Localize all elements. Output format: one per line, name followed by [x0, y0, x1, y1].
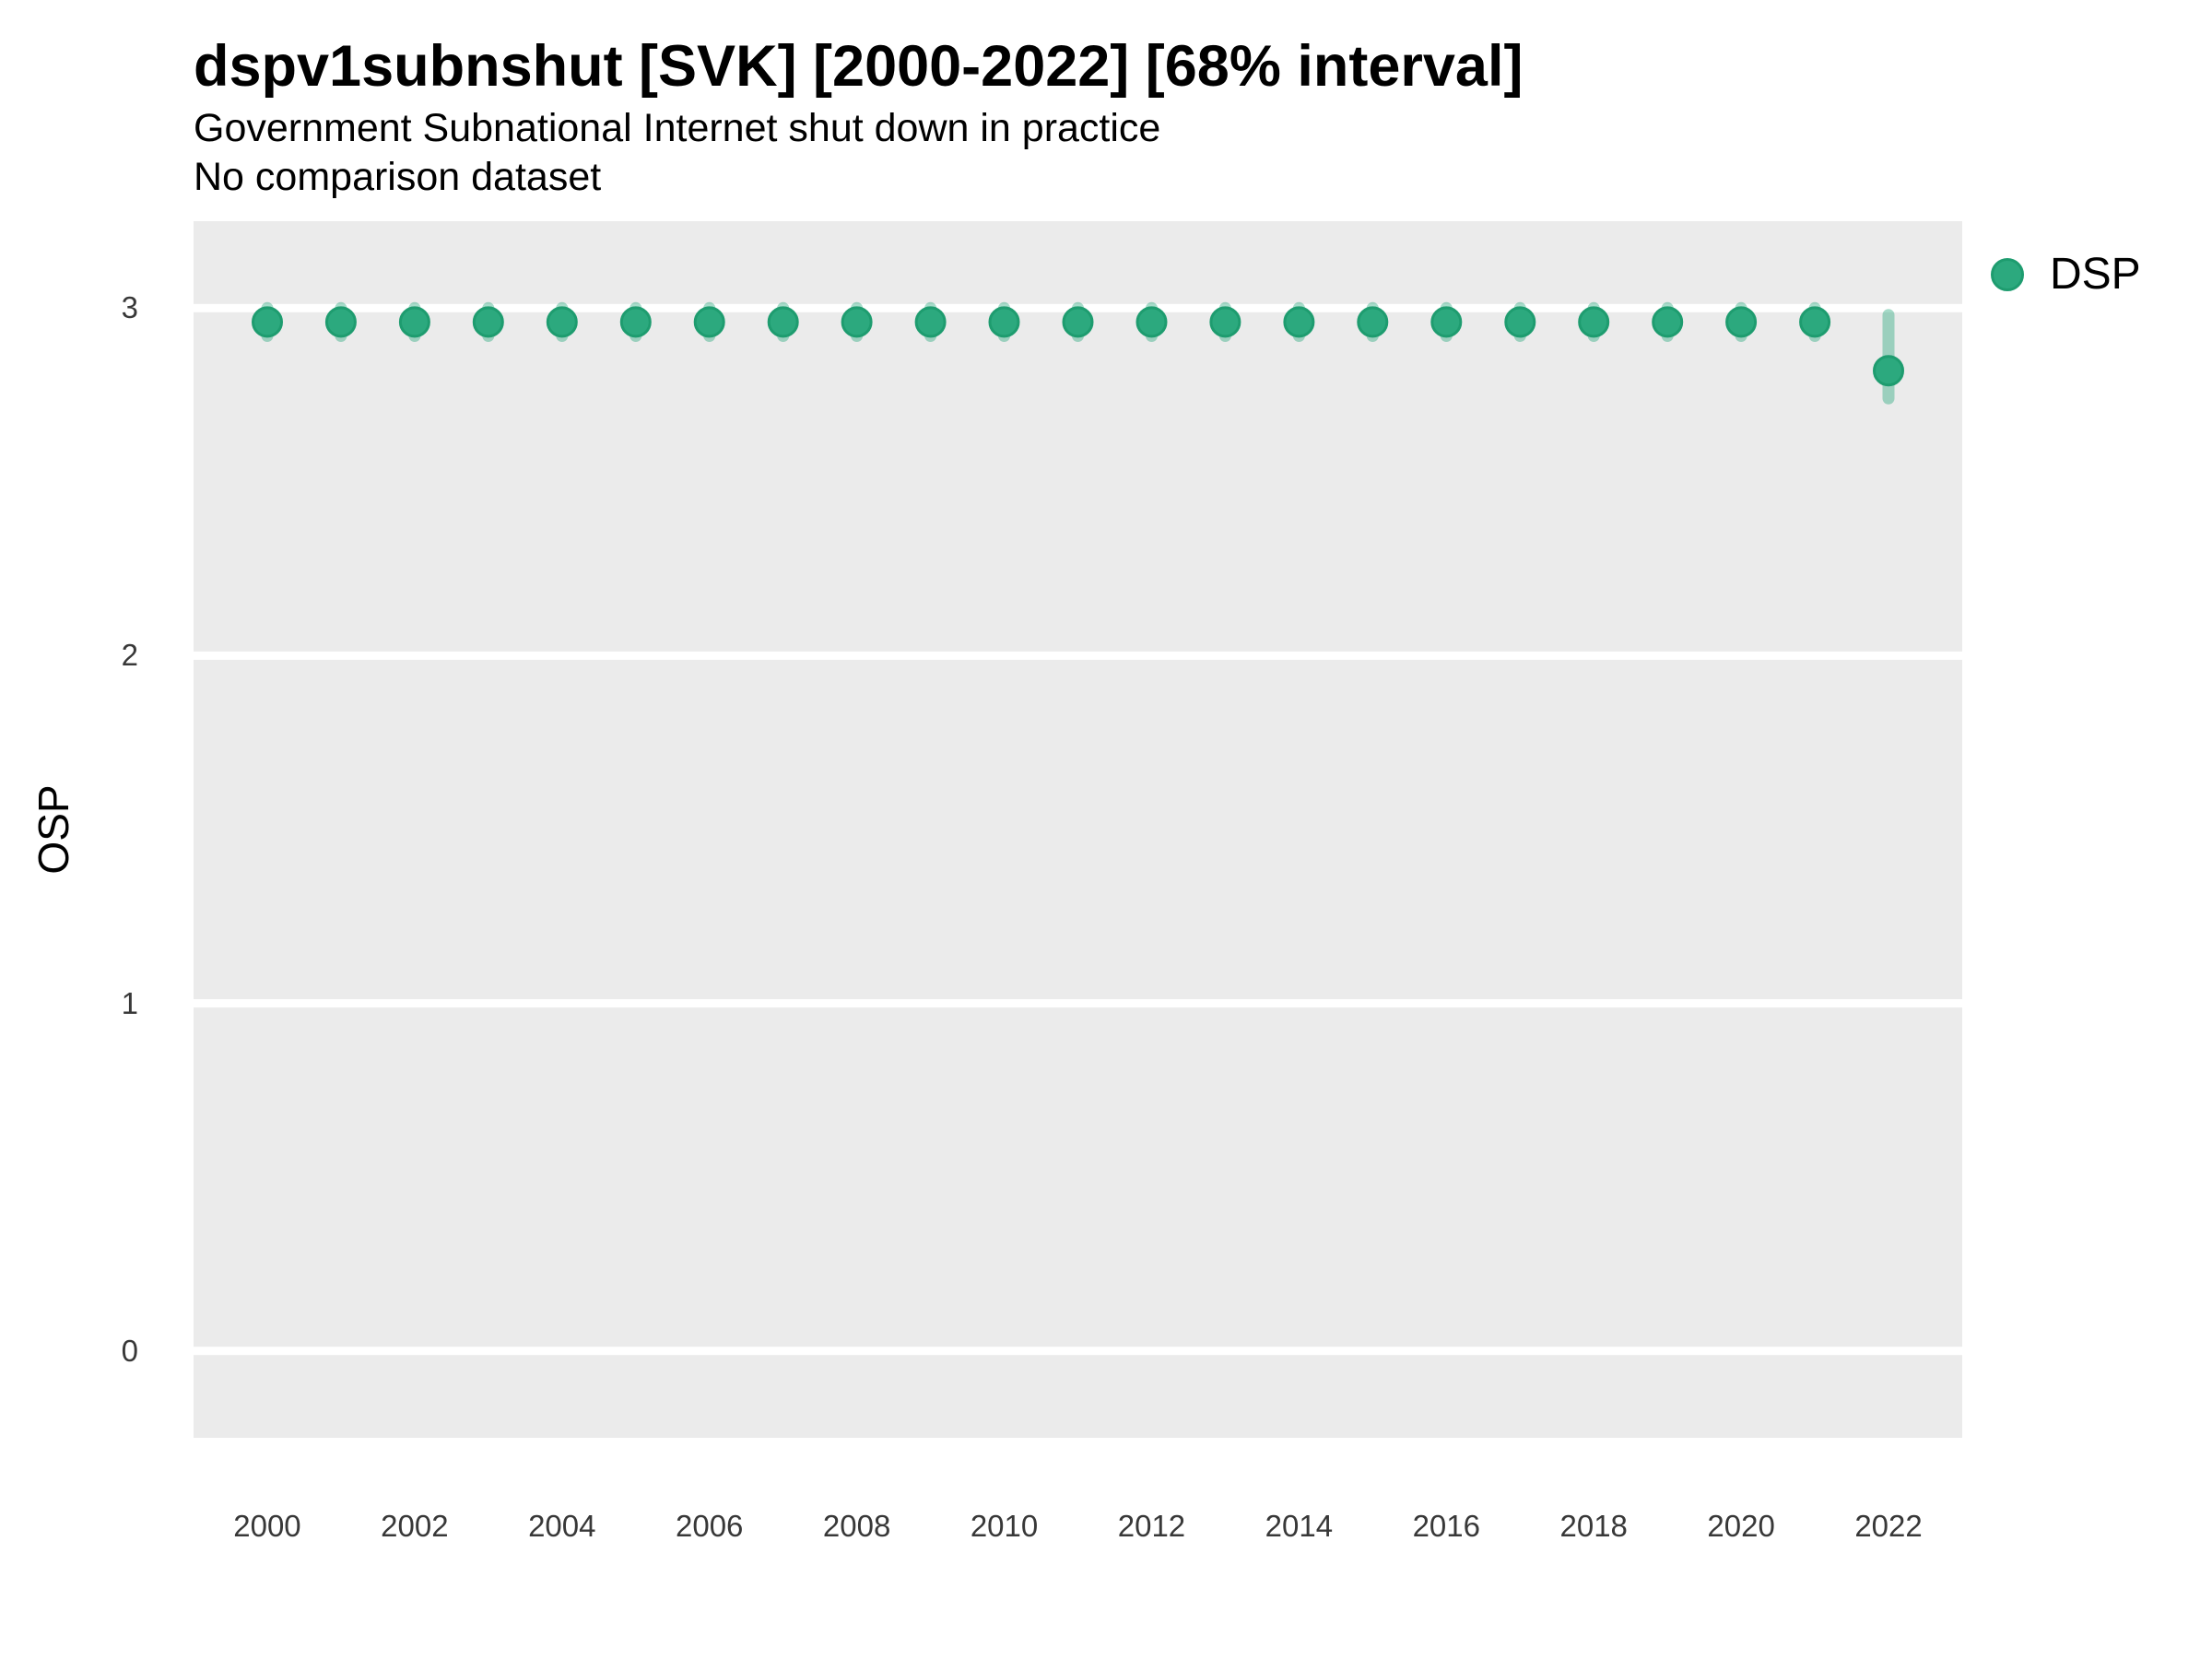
data-point-2006 [693, 306, 725, 338]
data-point-2000 [252, 306, 283, 338]
x-tick-label-2000: 2000 [233, 1509, 301, 1543]
x-tick-label-2010: 2010 [970, 1509, 1039, 1543]
x-tick-label-2002: 2002 [381, 1509, 449, 1543]
data-point-2018 [1578, 306, 1610, 338]
chart-note: No comparison dataset [194, 155, 602, 199]
x-tick-label-2008: 2008 [822, 1509, 891, 1543]
data-point-2017 [1504, 306, 1536, 338]
x-tick-label-2012: 2012 [1117, 1509, 1186, 1543]
data-point-2005 [619, 306, 652, 338]
data-point-2012 [1135, 306, 1168, 338]
plot-panel [194, 221, 1962, 1438]
plot-area-svg [194, 301, 1962, 1356]
data-point-2002 [398, 306, 430, 338]
chart-title: dspv1subnshut [SVK] [2000-2022] [68% int… [194, 34, 1524, 99]
x-tick-label-2016: 2016 [1412, 1509, 1480, 1543]
y-tick-label-3: 3 [121, 290, 138, 325]
gridline-y-0 [194, 1347, 1962, 1356]
legend-key-dot-icon [1991, 258, 2024, 291]
gridline-y-2 [194, 651, 1962, 660]
data-point-2001 [324, 306, 357, 338]
data-point-2019 [1652, 306, 1684, 338]
x-tick-label-2006: 2006 [675, 1509, 744, 1543]
y-tick-label-0: 0 [121, 1333, 138, 1368]
data-point-2010 [988, 306, 1020, 338]
data-point-2007 [767, 306, 799, 338]
x-tick-label-2020: 2020 [1707, 1509, 1775, 1543]
data-point-2015 [1357, 306, 1389, 338]
data-point-2003 [472, 306, 504, 338]
data-point-2016 [1430, 306, 1463, 338]
x-tick-label-2014: 2014 [1265, 1509, 1334, 1543]
data-point-2004 [546, 306, 578, 338]
legend: DSP [1991, 249, 2141, 300]
y-axis-title: OSP [29, 784, 77, 875]
x-tick-label-2018: 2018 [1559, 1509, 1628, 1543]
legend-label: DSP [2050, 250, 2141, 299]
data-point-2009 [914, 306, 947, 338]
data-point-2008 [841, 306, 873, 338]
x-tick-label-2022: 2022 [1854, 1509, 1923, 1543]
data-point-2021 [1799, 306, 1831, 338]
data-point-2022 [1873, 355, 1904, 387]
data-point-2011 [1062, 306, 1094, 338]
data-point-2020 [1725, 306, 1758, 338]
y-tick-label-1: 1 [121, 985, 138, 1020]
y-tick-label-2: 2 [121, 638, 138, 673]
data-point-2014 [1283, 306, 1315, 338]
data-point-2013 [1209, 306, 1241, 338]
x-tick-label-2004: 2004 [528, 1509, 596, 1543]
gridline-y-1 [194, 999, 1962, 1008]
chart-subtitle: Government Subnational Internet shut dow… [194, 106, 1161, 150]
